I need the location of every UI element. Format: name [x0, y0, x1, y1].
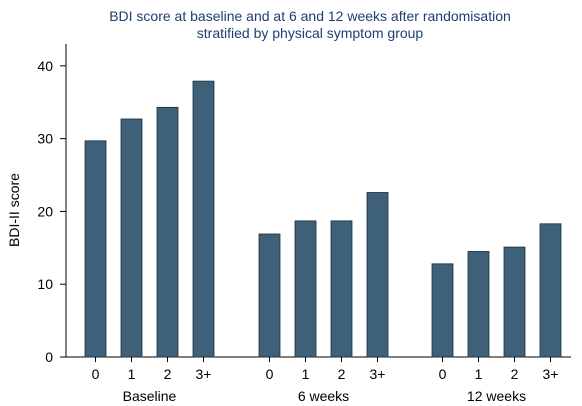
- bar: [366, 192, 389, 358]
- y-tick-label: 0: [45, 349, 53, 365]
- group-label: 6 weeks: [298, 388, 349, 404]
- bar: [192, 80, 215, 358]
- x-tick-label: 3+: [370, 366, 386, 382]
- bar: [330, 220, 353, 358]
- bars: [84, 80, 562, 358]
- x-tick-label: 3+: [196, 366, 212, 382]
- x-tick-label: 2: [338, 366, 346, 382]
- chart-subtitle: stratified by physical symptom group: [197, 25, 424, 41]
- bar: [467, 251, 490, 358]
- x-tick-label: 2: [164, 366, 172, 382]
- bar: [294, 220, 317, 358]
- x-tick-label: 1: [302, 366, 310, 382]
- x-tick-label: 3+: [543, 366, 559, 382]
- x-axis-ticks: 0 1 2 3+ 0 1 2 3+ 0 1 2 3+: [92, 357, 559, 382]
- bar: [84, 140, 107, 358]
- x-tick-label: 0: [266, 366, 274, 382]
- bar: [156, 106, 179, 358]
- y-tick-label: 40: [37, 58, 53, 74]
- x-tick-label: 0: [439, 366, 447, 382]
- group-label: 12 weeks: [467, 388, 526, 404]
- bar: [503, 246, 526, 358]
- y-tick-label: 20: [37, 203, 53, 219]
- y-axis-ticks: 0 10 20 30 40: [37, 58, 66, 365]
- group-labels: Baseline 6 weeks 12 weeks: [123, 388, 526, 404]
- x-tick-label: 2: [511, 366, 519, 382]
- bar: [258, 233, 281, 358]
- group-label: Baseline: [123, 388, 177, 404]
- x-tick-label: 1: [475, 366, 483, 382]
- x-tick-label: 0: [92, 366, 100, 382]
- y-axis-label: BDI-II score: [6, 173, 22, 247]
- chart-title: BDI score at baseline and at 6 and 12 we…: [109, 8, 511, 24]
- bar: [120, 118, 143, 358]
- bar: [431, 263, 454, 358]
- bar: [539, 223, 562, 358]
- y-tick-label: 30: [37, 131, 53, 147]
- y-tick-label: 10: [37, 276, 53, 292]
- x-tick-label: 1: [128, 366, 136, 382]
